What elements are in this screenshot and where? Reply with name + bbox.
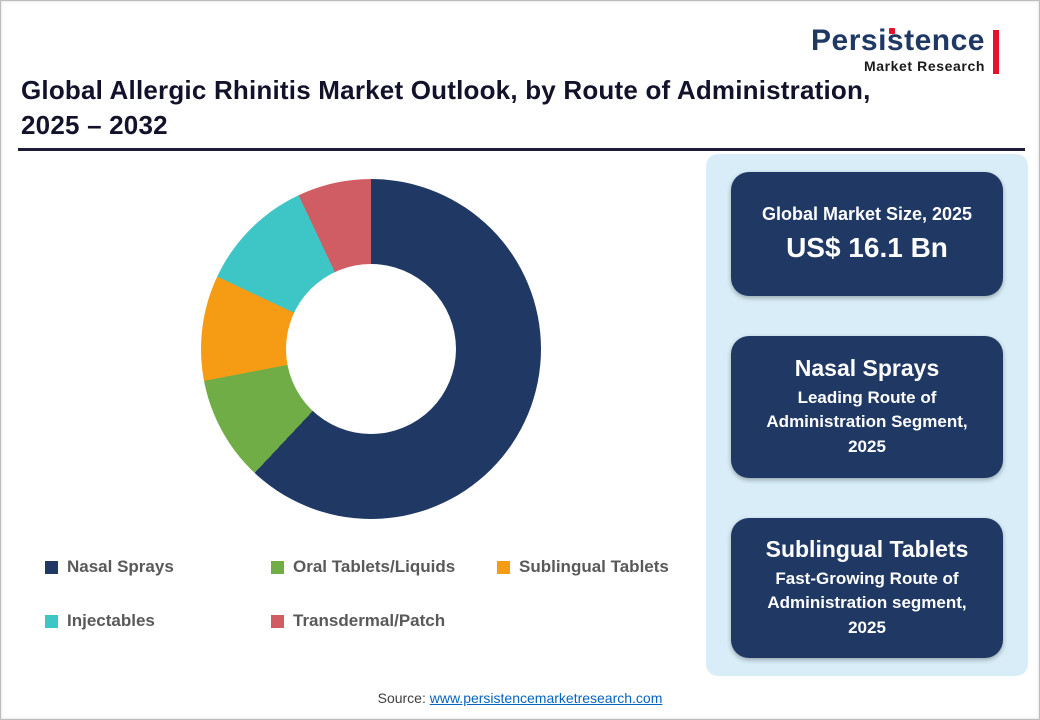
- logo-red-bar: [993, 30, 999, 74]
- market-size-title: Global Market Size, 2025: [761, 204, 973, 224]
- page-title-line1: Global Allergic Rhinitis Market Outlook,…: [21, 75, 871, 105]
- donut-hole: [286, 264, 456, 434]
- source-link[interactable]: www.persistencemarketresearch.com: [429, 690, 663, 706]
- page-title: Global Allergic Rhinitis Market Outlook,…: [21, 73, 871, 143]
- legend-label: Oral Tablets/Liquids: [293, 557, 456, 576]
- legend-label: Sublingual Tablets: [519, 557, 669, 576]
- legend-swatch-nasal-sprays: [45, 560, 58, 574]
- legend-swatch-oral-tablets: [271, 560, 284, 574]
- legend-item-injectables: Injectables: [45, 611, 271, 631]
- donut-chart-area: [201, 179, 541, 519]
- highlights-panel: Global Market Size, 2025 US$ 16.1 Bn Nas…: [706, 154, 1028, 676]
- chart-legend: Nasal Sprays Oral Tablets/Liquids Sublin…: [45, 557, 710, 631]
- legend-item-oral-tablets: Oral Tablets/Liquids: [271, 557, 497, 577]
- logo: Persistence Market Research: [811, 25, 999, 74]
- source-label: Source:: [377, 690, 426, 706]
- title-underline: [18, 148, 1025, 151]
- legend-item-transdermal-patch: Transdermal/Patch: [271, 611, 497, 631]
- highlight-card-leading-segment: Nasal Sprays Leading Route of Administra…: [731, 336, 1003, 478]
- logo-i-dot: [889, 28, 895, 34]
- legend-label: Transdermal/Patch: [293, 611, 446, 630]
- legend-label: Nasal Sprays: [67, 557, 174, 576]
- fast-growing-segment-title: Sublingual Tablets: [765, 535, 969, 562]
- page-title-line2: 2025 – 2032: [21, 110, 168, 141]
- market-size-value: US$ 16.1 Bn: [786, 232, 948, 263]
- highlight-card-fast-growing-segment: Sublingual Tablets Fast-Growing Route of…: [731, 518, 1003, 658]
- legend-label: Injectables: [67, 611, 155, 630]
- logo-subtitle: Market Research: [863, 57, 985, 74]
- legend-item-nasal-sprays: Nasal Sprays: [45, 557, 271, 577]
- leading-segment-subtitle: Leading Route of Administration Segment,…: [766, 387, 968, 456]
- footer: Source: www.persistencemarketresearch.co…: [1, 690, 1039, 706]
- leading-segment-title: Nasal Sprays: [794, 354, 940, 381]
- legend-swatch-injectables: [45, 614, 58, 628]
- logo-wordmark: Persistence: [811, 24, 985, 57]
- legend-swatch-transdermal-patch: [271, 614, 284, 628]
- highlight-card-market-size: Global Market Size, 2025 US$ 16.1 Bn: [731, 172, 1003, 296]
- fast-growing-segment-subtitle: Fast-Growing Route of Administration seg…: [767, 568, 967, 637]
- legend-swatch-sublingual-tablets: [497, 560, 510, 574]
- legend-item-sublingual-tablets: Sublingual Tablets: [497, 557, 710, 577]
